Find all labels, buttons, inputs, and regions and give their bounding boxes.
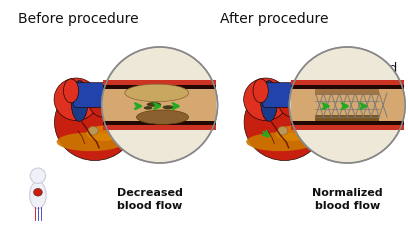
Ellipse shape <box>54 78 98 120</box>
Ellipse shape <box>71 81 88 121</box>
Bar <box>290 125 404 130</box>
Ellipse shape <box>137 110 188 124</box>
Ellipse shape <box>261 81 277 121</box>
Ellipse shape <box>244 78 288 120</box>
Ellipse shape <box>57 133 124 151</box>
Bar <box>315 89 379 95</box>
Circle shape <box>289 47 405 163</box>
Ellipse shape <box>276 126 310 141</box>
Circle shape <box>102 47 217 163</box>
Ellipse shape <box>125 84 188 102</box>
Bar <box>315 115 379 121</box>
Text: Stent placed: Stent placed <box>317 62 397 75</box>
Ellipse shape <box>250 97 322 156</box>
Bar <box>290 85 404 89</box>
Bar <box>290 80 404 85</box>
Bar <box>103 121 216 125</box>
Text: Before procedure: Before procedure <box>18 12 139 26</box>
Ellipse shape <box>144 106 153 110</box>
Ellipse shape <box>63 79 79 103</box>
Bar <box>103 80 216 85</box>
Ellipse shape <box>55 84 135 161</box>
Bar <box>103 125 216 130</box>
Ellipse shape <box>146 102 161 107</box>
Ellipse shape <box>89 88 121 118</box>
Ellipse shape <box>277 127 288 135</box>
Ellipse shape <box>253 79 268 103</box>
Text: Decreased
blood flow: Decreased blood flow <box>117 188 183 211</box>
Bar <box>103 85 216 89</box>
Ellipse shape <box>60 97 133 156</box>
Bar <box>290 121 404 125</box>
Ellipse shape <box>30 181 46 209</box>
Bar <box>103 89 216 121</box>
Bar <box>290 89 404 121</box>
Ellipse shape <box>278 88 310 118</box>
Text: After procedure: After procedure <box>220 12 328 26</box>
Circle shape <box>30 168 46 183</box>
Ellipse shape <box>246 133 314 151</box>
Ellipse shape <box>88 127 98 135</box>
Ellipse shape <box>33 188 42 196</box>
Text: Blockage: Blockage <box>143 62 200 75</box>
Ellipse shape <box>86 126 120 141</box>
FancyBboxPatch shape <box>73 83 109 107</box>
Ellipse shape <box>244 84 325 161</box>
Text: Normalized
blood flow: Normalized blood flow <box>312 188 383 211</box>
Ellipse shape <box>162 105 174 109</box>
FancyBboxPatch shape <box>263 83 298 107</box>
